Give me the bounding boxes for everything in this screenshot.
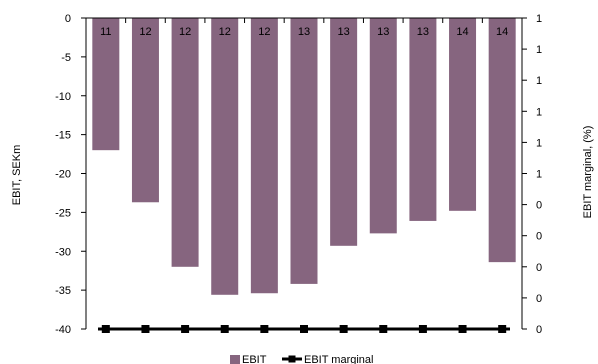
bar bbox=[449, 18, 477, 211]
right-tick-label: 0 bbox=[536, 200, 542, 212]
left-axis-title: EBIT, SEKm bbox=[11, 145, 23, 206]
marginal-point bbox=[260, 325, 269, 333]
left-tick-label: 0 bbox=[65, 13, 71, 25]
bar-label: 13 bbox=[417, 26, 429, 38]
right-tick-label: 1 bbox=[536, 106, 542, 118]
marginal-point bbox=[300, 325, 308, 333]
marginal-line-group bbox=[98, 325, 510, 333]
left-tick-label: -15 bbox=[55, 130, 71, 142]
marginal-point bbox=[379, 325, 388, 333]
bar bbox=[211, 18, 239, 295]
right-tick-label: 1 bbox=[536, 169, 542, 181]
legend-ebit-swatch bbox=[230, 355, 240, 364]
right-tick-label: 0 bbox=[536, 262, 542, 274]
legend-marginal-marker bbox=[288, 355, 296, 363]
bar bbox=[92, 18, 120, 151]
bar-labels-group: 11 12 12 12 12 13 13 13 13 14 14 bbox=[100, 26, 508, 38]
bar-label: 14 bbox=[496, 26, 508, 38]
bar-label: 12 bbox=[179, 26, 191, 38]
left-tick-label: -20 bbox=[55, 169, 71, 181]
bar-label: 14 bbox=[456, 26, 468, 38]
left-tick-label: -5 bbox=[61, 52, 71, 64]
marginal-point bbox=[418, 325, 427, 333]
bar-label: 13 bbox=[338, 26, 350, 38]
legend-ebit-label: EBIT bbox=[242, 354, 267, 364]
right-tick-label: 1 bbox=[536, 13, 542, 25]
left-tick-labels: 0 -5 -10 -15 -20 -25 -30 -35 -40 bbox=[55, 13, 71, 336]
marginal-point bbox=[458, 325, 467, 333]
bar-label: 13 bbox=[298, 26, 310, 38]
left-tick-label: -35 bbox=[55, 285, 71, 297]
left-tick-label: -30 bbox=[55, 246, 71, 258]
right-tick-label: 1 bbox=[536, 137, 542, 149]
bar-label: 11 bbox=[100, 26, 111, 38]
marginal-point bbox=[141, 325, 150, 333]
bar bbox=[409, 18, 437, 221]
bars-group bbox=[92, 18, 516, 295]
bar bbox=[330, 18, 358, 246]
right-tick-label: 1 bbox=[536, 75, 542, 87]
left-tick-label: -10 bbox=[55, 91, 71, 103]
right-axis-title: EBIT marginal, (%) bbox=[582, 126, 594, 219]
bar-label: 12 bbox=[219, 26, 231, 38]
left-tick-label: -40 bbox=[55, 324, 71, 336]
bar bbox=[131, 18, 159, 203]
bar bbox=[171, 18, 199, 267]
marginal-point bbox=[498, 325, 507, 333]
right-tick-label: 0 bbox=[536, 324, 542, 336]
bar bbox=[488, 18, 516, 263]
marginal-point bbox=[339, 325, 348, 333]
bar-label: 12 bbox=[258, 26, 270, 38]
bar bbox=[290, 18, 318, 284]
bar-label: 12 bbox=[139, 26, 151, 38]
bar bbox=[250, 18, 278, 294]
axes-group bbox=[81, 17, 527, 330]
marginal-point bbox=[220, 325, 229, 333]
bar-label: 13 bbox=[377, 26, 389, 38]
legend-marginal-label: EBIT marginal bbox=[304, 354, 374, 364]
legend: EBIT EBIT marginal bbox=[230, 354, 374, 364]
right-tick-label: 1 bbox=[536, 44, 542, 56]
right-tick-label: 0 bbox=[536, 293, 542, 305]
left-tick-label: -25 bbox=[55, 207, 71, 219]
marginal-point bbox=[181, 325, 190, 333]
right-tick-labels: 1 1 1 1 1 1 0 0 0 0 0 bbox=[536, 13, 542, 336]
bar bbox=[369, 18, 397, 234]
marginal-point bbox=[101, 325, 110, 333]
right-tick-label: 0 bbox=[536, 231, 542, 243]
